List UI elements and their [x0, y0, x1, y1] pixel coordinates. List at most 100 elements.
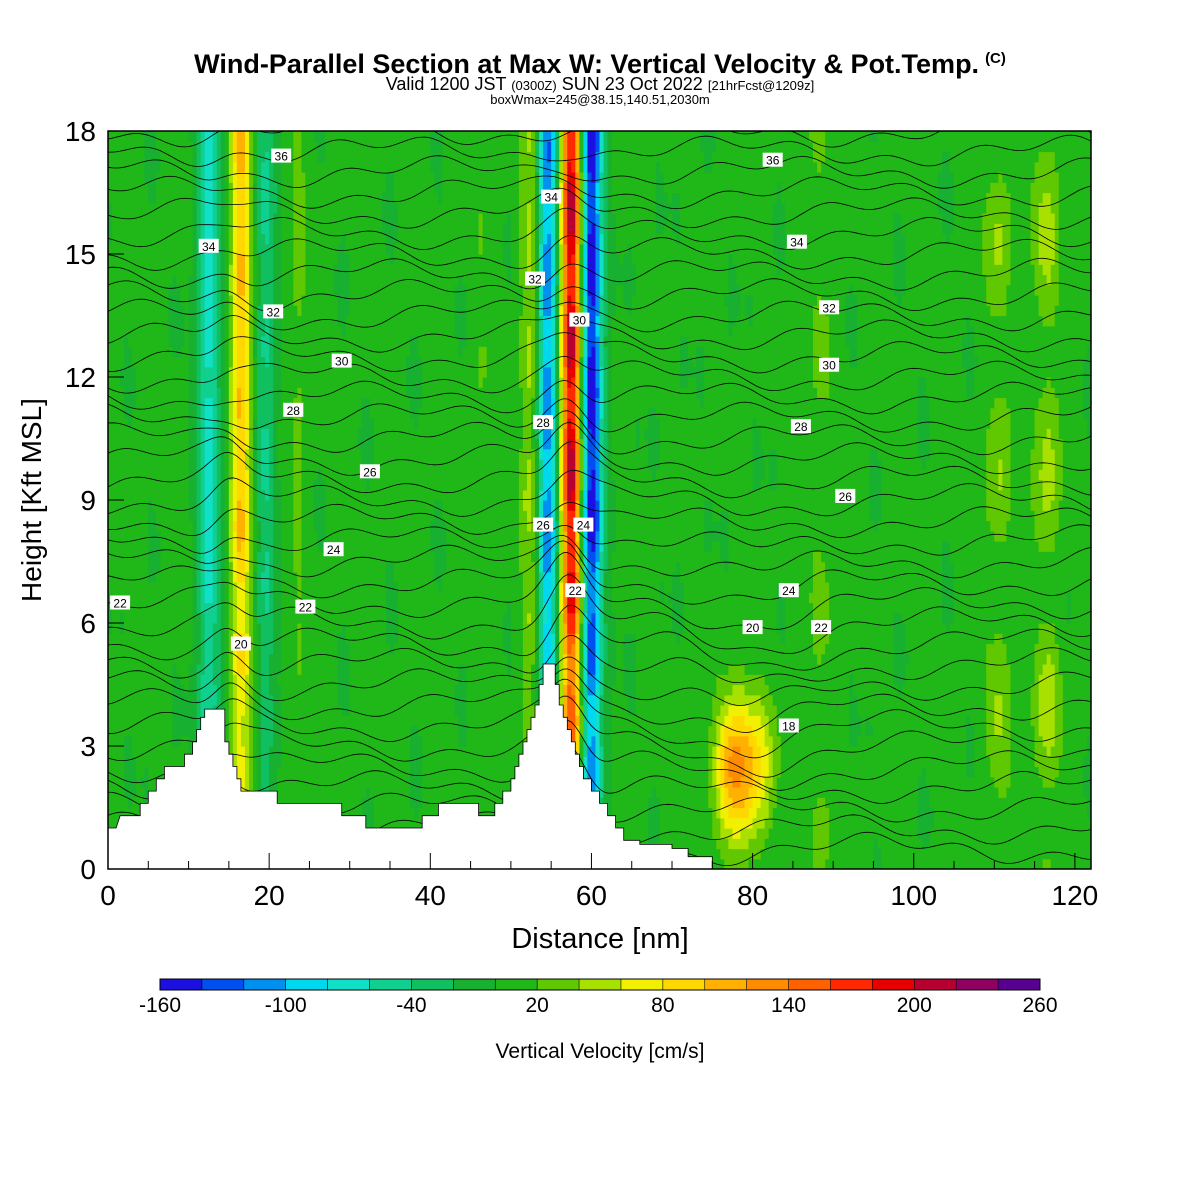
velocity-cell: [381, 551, 387, 563]
velocity-cell: [172, 223, 178, 235]
velocity-cell: [108, 705, 113, 716]
velocity-cell: [172, 213, 178, 224]
velocity-cell: [148, 479, 153, 491]
velocity-cell: [236, 182, 242, 194]
velocity-cell: [337, 243, 343, 255]
velocity-cell: [317, 612, 323, 624]
velocity-cell: [285, 254, 290, 265]
velocity-cell: [132, 489, 137, 501]
velocity-cell: [369, 284, 375, 296]
velocity-cell: [353, 161, 359, 173]
velocity-cell: [184, 684, 190, 696]
velocity-cell: [353, 151, 359, 163]
velocity-cell: [120, 131, 125, 142]
velocity-cell: [333, 582, 339, 593]
velocity-cell: [253, 469, 258, 481]
velocity-cell: [293, 151, 298, 163]
velocity-cell: [224, 541, 230, 552]
velocity-cell: [188, 448, 194, 460]
velocity-cell: [301, 735, 307, 747]
velocity-cell: [244, 592, 250, 604]
velocity-cell: [361, 182, 367, 194]
velocity-cell: [216, 284, 222, 296]
velocity-cell: [212, 346, 218, 358]
velocity-cell: [140, 161, 145, 173]
velocity-cell: [184, 746, 190, 757]
velocity-cell: [289, 172, 294, 183]
velocity-cell: [257, 161, 262, 173]
velocity-cell: [232, 418, 238, 429]
velocity-cell: [200, 356, 206, 368]
velocity-cell: [365, 284, 371, 296]
velocity-cell: [112, 346, 117, 358]
velocity-cell: [200, 653, 206, 665]
velocity-cell: [220, 653, 226, 665]
velocity-cell: [293, 766, 298, 778]
velocity-cell: [112, 582, 117, 593]
velocity-cell: [317, 366, 323, 378]
velocity-cell: [269, 684, 274, 696]
velocity-cell: [277, 551, 282, 563]
velocity-cell: [184, 725, 190, 737]
velocity-cell: [188, 633, 194, 645]
velocity-cell: [353, 551, 359, 563]
velocity-cell: [265, 561, 270, 573]
velocity-cell: [341, 725, 347, 737]
velocity-cell: [140, 356, 145, 368]
velocity-cell: [244, 438, 250, 450]
velocity-cell: [152, 705, 157, 716]
velocity-cell: [253, 746, 258, 757]
velocity-cell: [257, 510, 262, 522]
velocity-cell: [317, 438, 323, 450]
velocity-cell: [269, 438, 274, 450]
velocity-cell: [349, 459, 355, 470]
velocity-cell: [180, 592, 186, 604]
velocity-cell: [349, 479, 355, 491]
velocity-cell: [172, 243, 178, 255]
velocity-cell: [152, 571, 157, 583]
velocity-cell: [156, 131, 161, 142]
velocity-cell: [361, 715, 367, 727]
velocity-cell: [176, 418, 182, 429]
velocity-cell: [341, 428, 347, 440]
velocity-cell: [192, 653, 198, 665]
velocity-cell: [341, 807, 347, 819]
velocity-cell: [273, 551, 278, 563]
velocity-cell: [309, 192, 315, 204]
velocity-cell: [333, 797, 339, 809]
velocity-cell: [249, 131, 254, 142]
velocity-cell: [361, 500, 367, 511]
velocity-cell: [373, 623, 379, 634]
velocity-cell: [265, 541, 270, 552]
velocity-cell: [349, 325, 355, 337]
velocity-cell: [120, 541, 125, 552]
velocity-cell: [373, 674, 379, 686]
velocity-cell: [297, 766, 302, 778]
velocity-cell: [208, 254, 214, 265]
velocity-cell: [265, 295, 270, 306]
velocity-cell: [244, 192, 250, 204]
velocity-cell: [228, 305, 234, 317]
velocity-cell: [269, 530, 274, 542]
velocity-cell: [228, 448, 234, 460]
velocity-cell: [305, 674, 311, 686]
velocity-cell: [369, 202, 375, 214]
velocity-cell: [261, 131, 266, 142]
velocity-cell: [377, 592, 383, 604]
velocity-cell: [236, 469, 242, 481]
velocity-cell: [329, 459, 335, 470]
velocity-cell: [269, 315, 274, 327]
velocity-cell: [349, 284, 355, 296]
velocity-cell: [244, 541, 250, 552]
velocity-cell: [220, 418, 226, 429]
velocity-cell: [144, 664, 149, 675]
velocity-cell: [116, 633, 121, 645]
velocity-cell: [285, 418, 290, 429]
velocity-cell: [385, 797, 391, 809]
velocity-cell: [273, 633, 278, 645]
velocity-cell: [333, 233, 339, 245]
velocity-cell: [200, 141, 206, 153]
velocity-cell: [196, 141, 202, 153]
velocity-cell: [136, 459, 141, 470]
